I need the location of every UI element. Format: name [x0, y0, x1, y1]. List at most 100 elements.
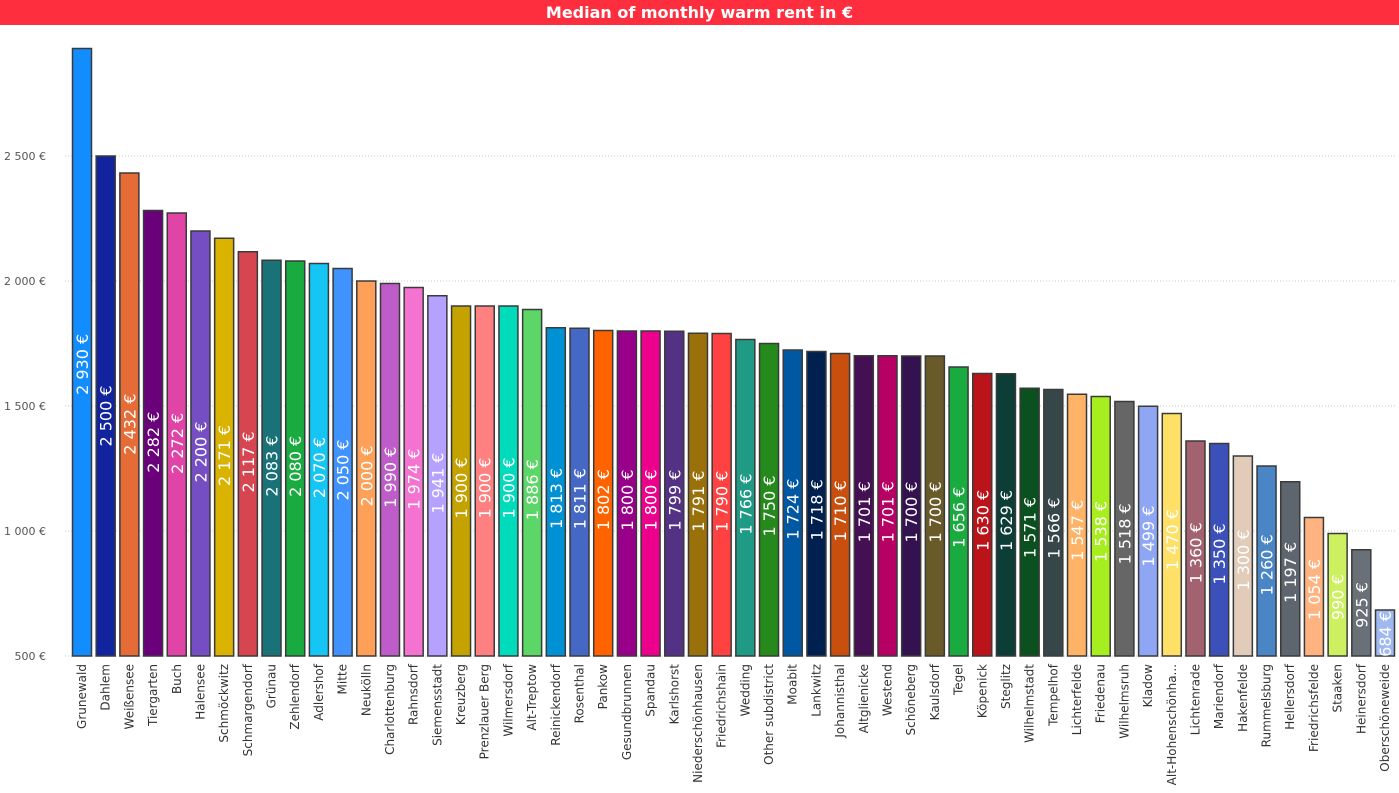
data-label: 925 € [1352, 582, 1371, 628]
data-label: 1 701 € [855, 481, 874, 542]
data-label: 1 718 € [807, 479, 826, 540]
data-label: 1 700 € [926, 481, 945, 542]
x-tick-label: Niederschönhausen [691, 664, 705, 783]
bar [1256, 465, 1277, 657]
x-tick-label: Staaken [1331, 664, 1345, 713]
data-label: 1 974 € [405, 449, 424, 510]
x-tick-label: Johannisthal [833, 664, 847, 739]
data-label: 1 656 € [950, 487, 969, 548]
x-tick-label: Friedrichshain [715, 664, 729, 748]
bar [877, 355, 898, 657]
bar [1090, 395, 1111, 657]
bar [1303, 516, 1325, 657]
data-label: 2 282 € [144, 412, 163, 473]
data-label: 2 070 € [310, 437, 329, 498]
data-label: 1 054 € [1305, 559, 1324, 620]
bar [1327, 532, 1348, 657]
y-tick-label: 500 € [15, 650, 47, 663]
x-tick-label: Tempelhof [1046, 663, 1060, 727]
data-label: 1 518 € [1115, 503, 1134, 564]
bar [972, 372, 993, 657]
bar [1232, 455, 1254, 657]
x-tick-label: Pankow [596, 664, 610, 710]
bar [1185, 440, 1206, 657]
bar [190, 230, 211, 657]
data-label: 2 080 € [286, 436, 305, 497]
data-label: 1 800 € [618, 469, 637, 530]
x-tick-label: Friedenau [1094, 664, 1108, 723]
data-label: 1 800 € [642, 469, 661, 530]
bar [616, 330, 638, 657]
x-tick-label: Heinersdorf [1354, 663, 1368, 734]
data-label: 1 700 € [902, 481, 921, 542]
x-tick-label: Hakenfelde [1236, 664, 1250, 732]
x-tick-label: Tegel [952, 664, 966, 696]
bar [545, 327, 567, 657]
bar [332, 267, 353, 657]
x-tick-label: Friedrichsfelde [1307, 664, 1321, 752]
x-tick-label: Kreuzberg [454, 664, 468, 725]
x-tick-label: Rummelsburg [1260, 664, 1274, 747]
x-tick-label: Wilmersdorf [501, 663, 515, 736]
data-label: 1 766 € [736, 474, 755, 535]
data-label: 1 630 € [973, 490, 992, 551]
x-tick-label: Halensee [193, 664, 207, 720]
x-tick-label: Steglitz [999, 664, 1013, 709]
y-tick-label: 1 500 € [4, 400, 46, 413]
bar [806, 350, 827, 657]
x-tick-label: Grünau [265, 664, 279, 708]
x-tick-label: Wilhelmstadt [1023, 664, 1037, 743]
y-tick-label: 1 000 € [4, 525, 46, 538]
bar [474, 305, 495, 657]
bar [1351, 549, 1372, 657]
x-tick-label: Hellersdorf [1283, 663, 1297, 730]
bar [1114, 400, 1135, 657]
bar [1019, 387, 1040, 657]
data-label: 2 171 € [215, 425, 234, 486]
bar [735, 338, 756, 657]
data-label: 1 499 € [1139, 506, 1158, 567]
bar [687, 332, 709, 657]
x-tick-label: Schmargendorf [241, 663, 255, 756]
bar [237, 251, 259, 657]
data-label: 1 799 € [665, 470, 684, 531]
x-tick-label: Mitte [336, 664, 350, 694]
x-tick-label: Lichterfelde [1070, 664, 1084, 735]
x-tick-label: Spandau [644, 664, 658, 717]
bar [213, 237, 235, 657]
bar [450, 305, 472, 657]
bar [356, 280, 377, 657]
data-label: 2 272 € [168, 413, 187, 474]
x-tick-label: Wilhelmsruh [1117, 664, 1131, 739]
bar [166, 212, 188, 657]
bar [521, 308, 543, 657]
data-label: 2 083 € [263, 436, 282, 497]
bar [900, 355, 922, 657]
data-label: 1 360 € [1186, 522, 1205, 583]
data-label: 990 € [1329, 574, 1348, 620]
x-tick-label: Lichtenrade [1188, 664, 1202, 735]
bar [782, 349, 803, 657]
bar [1208, 442, 1230, 657]
x-tick-label: Zehlendorf [288, 663, 302, 729]
x-tick-label: Buch [170, 664, 184, 694]
x-tick-label: Mariendorf [1212, 663, 1226, 729]
x-tick-label: Reinickendorf [549, 663, 563, 745]
bar [1066, 393, 1088, 657]
bar [95, 155, 116, 657]
data-label: 1 260 € [1258, 534, 1277, 595]
x-tick-label: Prenzlauer Berg [478, 664, 492, 759]
bar [142, 209, 164, 657]
bar [1043, 388, 1064, 657]
bar [1374, 609, 1396, 657]
data-label: 1 802 € [594, 469, 613, 530]
x-tick-label: Schöneberg [904, 664, 918, 736]
data-label: 1 629 € [997, 490, 1016, 551]
bar [853, 355, 875, 657]
data-label: 2 432 € [120, 394, 139, 455]
data-label: 2 050 € [334, 439, 353, 500]
x-tick-label: Neukölln [359, 664, 373, 716]
x-tick-label: Westend [880, 664, 894, 716]
x-tick-label: Grunewald [75, 664, 89, 729]
